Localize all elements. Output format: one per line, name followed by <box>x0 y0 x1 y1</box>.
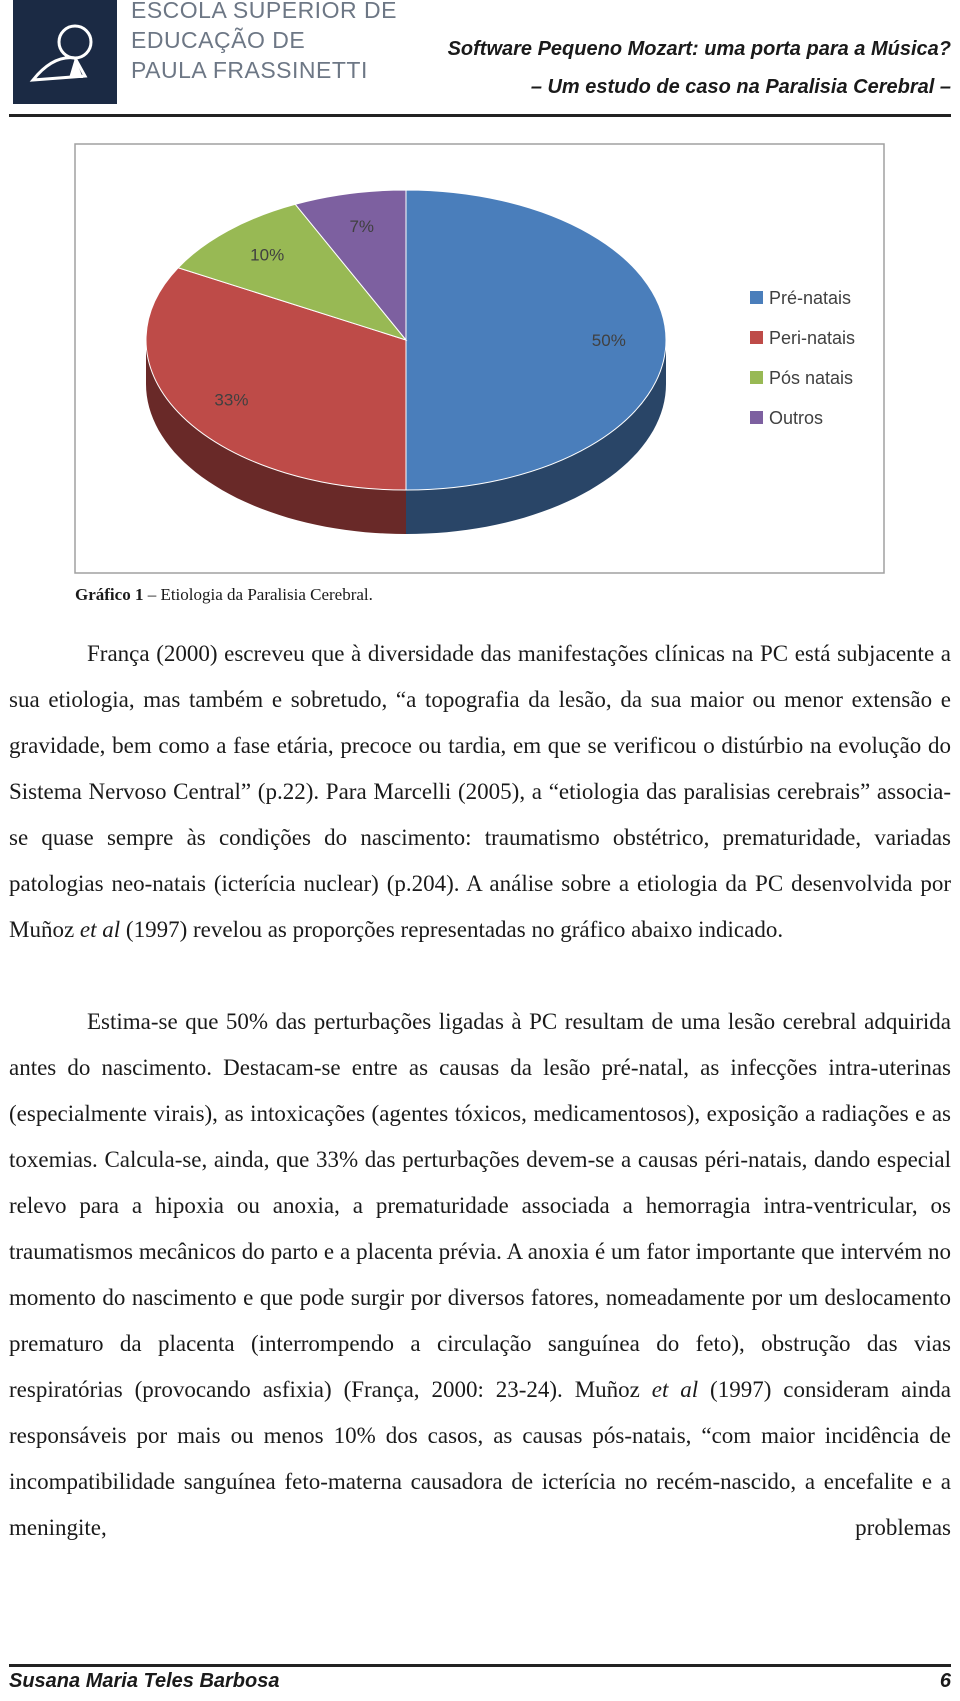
footer-rule <box>9 1664 951 1667</box>
legend-swatch <box>750 371 763 384</box>
pie-slice <box>145 267 407 491</box>
logo-icon <box>29 24 93 82</box>
text-run: França (2000) escreveu que à diversidade… <box>9 641 951 942</box>
header-title: – Um estudo de caso na Paralisia Cerebra… <box>530 76 951 98</box>
logo-text: EDUCAÇÃO DE <box>131 27 306 53</box>
logo <box>13 0 117 104</box>
chart: 50% 33% 10% 7% Pré-natais Peri-natais Pós nata… <box>74 143 885 574</box>
legend-swatch <box>750 331 763 344</box>
caption-text: – Etiologia da Paralisia Cerebral. <box>143 585 373 604</box>
caption: Gráfico 1 – Etiologia da Paralisia Cereb… <box>75 585 373 605</box>
header-rule <box>9 114 951 117</box>
page-number: 6 <box>939 1670 951 1692</box>
header-title: Software Pequeno Mozart: uma porta para … <box>447 38 951 60</box>
paragraph: França (2000) escreveu que à diversidade… <box>9 631 951 953</box>
pie-slice <box>405 189 667 491</box>
data-label: 33% <box>214 391 248 410</box>
logo-text: ESCOLA SUPERIOR DE <box>131 0 397 23</box>
italic-run: et al <box>79 917 121 942</box>
legend-label: Pré-natais <box>769 288 851 308</box>
legend-swatch <box>750 291 763 304</box>
footer-author: Susana Maria Teles Barbosa <box>9 1670 280 1692</box>
legend-label: Outros <box>769 408 823 428</box>
data-label: 7% <box>349 217 374 236</box>
text-run: (1997) revelou as proporções representad… <box>120 917 784 942</box>
pie-slice <box>294 189 407 342</box>
paragraph: Estima-se que 50% das perturbações ligad… <box>9 999 951 1551</box>
pie-slice <box>177 203 408 341</box>
text-run: Estima-se que 50% das perturbações ligad… <box>9 1009 951 1402</box>
legend-label: Peri-natais <box>769 328 855 348</box>
logo-text: PAULA FRASSINETTI <box>131 57 368 83</box>
data-label: 10% <box>250 246 284 265</box>
data-label: 50% <box>592 331 626 350</box>
caption-label: Gráfico 1 <box>75 585 144 604</box>
italic-run: et al <box>651 1377 699 1402</box>
text-run: (1997) consideram ainda responsáveis por… <box>9 1377 951 1540</box>
legend-label: Pós natais <box>769 368 853 388</box>
legend-swatch <box>750 411 763 424</box>
